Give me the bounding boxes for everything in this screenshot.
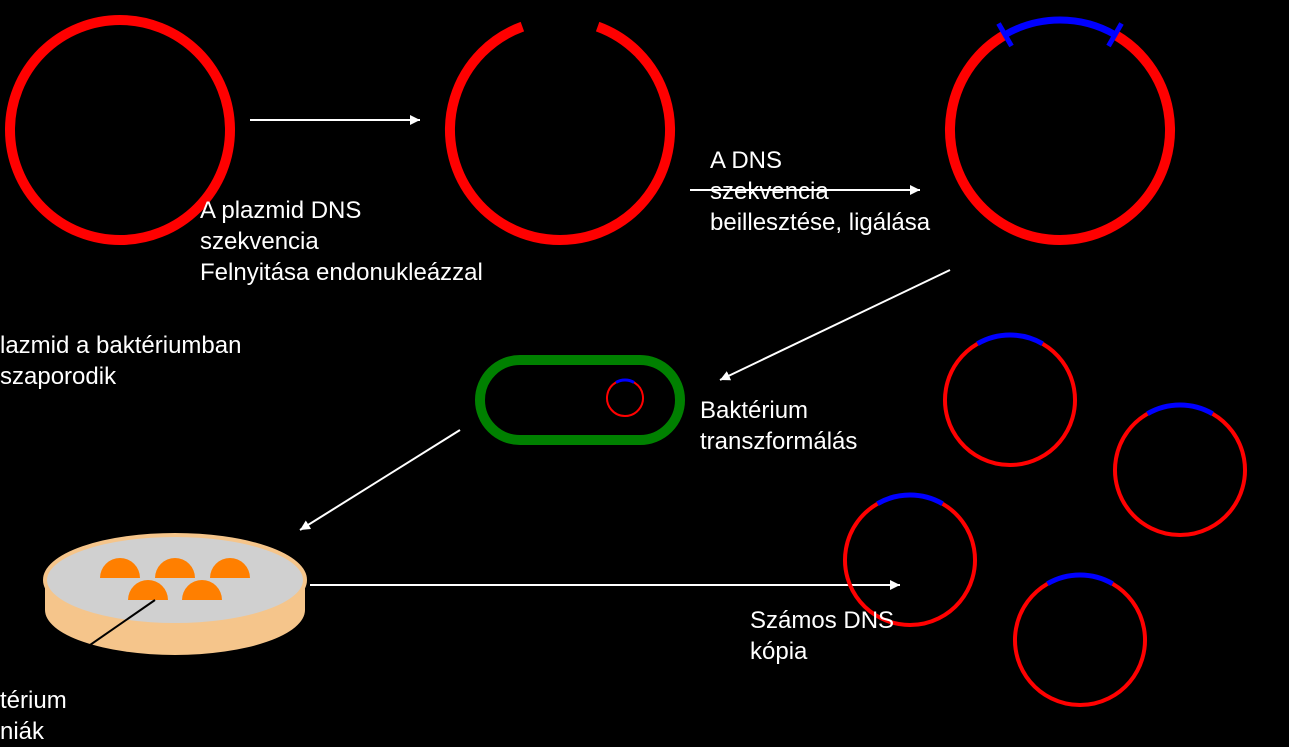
plasmid-cut xyxy=(450,27,670,240)
label-step5: Számos DNS kópia xyxy=(750,605,894,667)
plasmid-insert xyxy=(1005,20,1115,35)
plasmid-insert xyxy=(1148,405,1213,414)
petri-dish-top xyxy=(45,535,305,625)
arrow-4 xyxy=(300,430,460,530)
plasmid-closed xyxy=(10,20,230,240)
label-step1: A plazmid DNS szekvencia Felnyitása endo… xyxy=(200,195,483,289)
label-step2: A DNS szekvencia beillesztése, ligálása xyxy=(710,145,930,239)
plasmid-insert xyxy=(978,335,1043,344)
plasmid-recombinant-body xyxy=(945,344,1075,465)
plasmid-insert xyxy=(616,380,634,382)
plasmid-recombinant-body xyxy=(1115,414,1245,535)
label-step4: Baktérium transzformálás xyxy=(700,395,857,457)
plasmid-recombinant-body xyxy=(1015,584,1145,705)
plasmid-recombinant-body xyxy=(607,382,643,416)
arrow-3 xyxy=(720,270,950,380)
plasmid-recombinant-body xyxy=(950,35,1170,240)
bacterium-cell xyxy=(480,360,680,440)
plasmid-insert xyxy=(1048,575,1113,584)
plasmid-insert xyxy=(878,495,943,504)
label-step6: térium niák xyxy=(0,685,67,747)
label-step3: lazmid a baktériumban szaporodik xyxy=(0,330,241,392)
